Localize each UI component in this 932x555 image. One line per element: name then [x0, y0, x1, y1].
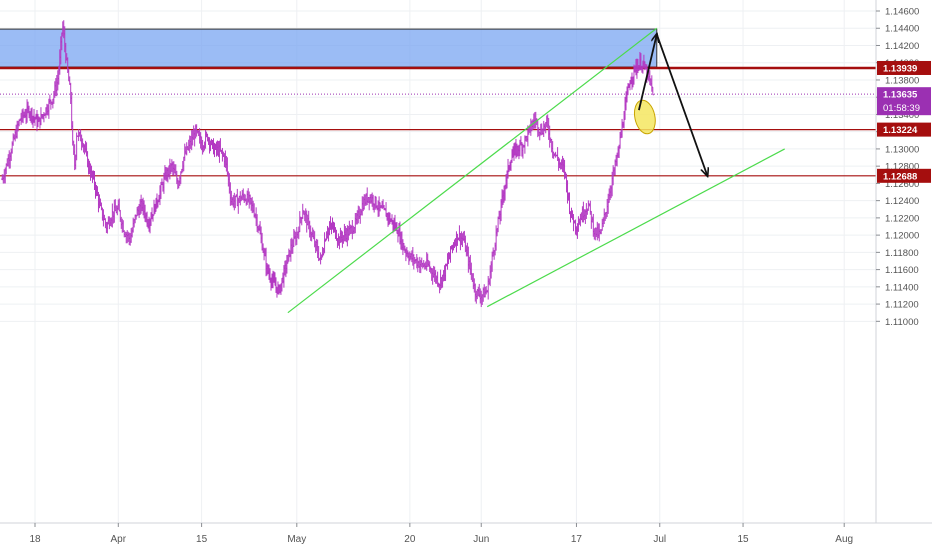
grid-lines — [0, 0, 876, 523]
price-tick-label: 1.12000 — [885, 231, 919, 242]
levels-layer — [0, 66, 876, 177]
price-tick-label: 1.11200 — [885, 300, 919, 311]
time-tick-label: Jul — [653, 534, 666, 545]
countdown-text: 01:58:39 — [883, 103, 920, 114]
time-tick-label: 15 — [196, 534, 208, 545]
price-tick-label: 1.13800 — [885, 75, 919, 86]
zones-layer — [0, 28, 658, 68]
time-tick-label: 17 — [571, 534, 583, 545]
price-tick-label: 1.11400 — [885, 282, 919, 293]
current-price-tag-text: 1.13635 — [883, 90, 918, 101]
level-tag-1.13939-text: 1.13939 — [883, 63, 917, 74]
price-tick-label: 1.11000 — [885, 317, 919, 328]
price-tick-label: 1.13000 — [885, 144, 919, 155]
level-tag-1.13224-text: 1.13224 — [883, 125, 918, 136]
price-tick-label: 1.12400 — [885, 196, 919, 207]
price-tick-label: 1.11600 — [885, 265, 919, 276]
annotations-layer — [633, 33, 708, 175]
level-tag-1.12688-text: 1.12688 — [883, 171, 917, 182]
candles-layer — [1, 20, 655, 308]
arrow-down — [655, 33, 708, 175]
time-tick-label: May — [287, 534, 306, 545]
price-tick-label: 1.14600 — [885, 7, 919, 18]
price-tick-label: 1.13400 — [885, 110, 919, 121]
price-tick-label: 1.14400 — [885, 24, 919, 35]
arrow-up — [638, 34, 657, 111]
price-tick-label: 1.12800 — [885, 162, 919, 173]
price-labels-layer: 1.13939 1.13224 1.12688 1.13635 01:58:39 — [877, 60, 931, 183]
level-tag-1.13224-bg — [877, 122, 931, 137]
time-tick-label: Apr — [111, 534, 127, 545]
time-tick-label: 20 — [404, 534, 416, 545]
price-tick-label: 1.12600 — [885, 179, 919, 190]
price-tick-label: 1.12200 — [885, 213, 919, 224]
supply-zone — [0, 28, 658, 68]
trendlines-layer — [287, 27, 785, 314]
price-tick-label: 1.14200 — [885, 41, 919, 52]
time-tick-label: Jun — [473, 534, 489, 545]
current-price-tag-bg — [877, 87, 931, 116]
time-tick-label: 15 — [737, 534, 749, 545]
level-tag-1.12688-bg — [877, 168, 931, 183]
channel-lower — [486, 148, 785, 308]
time-tick-label: 18 — [29, 534, 41, 545]
level-tag-1.13939-bg — [877, 60, 931, 75]
channel-upper — [287, 27, 658, 314]
time-tick-label: Aug — [835, 534, 853, 545]
price-tick-label: 1.11800 — [885, 248, 919, 259]
